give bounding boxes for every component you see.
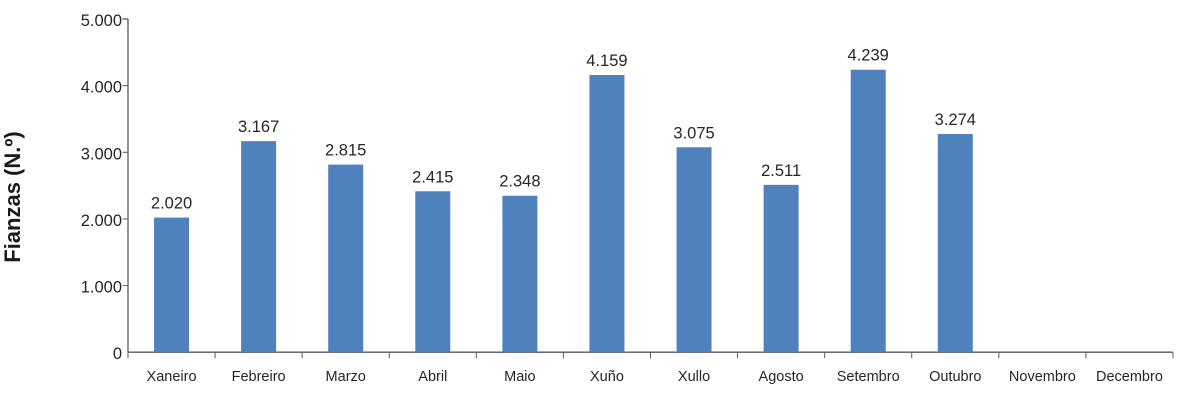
svg-text:2.348: 2.348 <box>499 173 540 191</box>
svg-text:2.415: 2.415 <box>412 168 453 186</box>
svg-text:2.020: 2.020 <box>151 195 192 213</box>
svg-text:1.000: 1.000 <box>81 279 122 297</box>
svg-text:4.000: 4.000 <box>81 79 122 97</box>
svg-text:0: 0 <box>113 345 122 363</box>
svg-text:Xullo: Xullo <box>678 369 710 385</box>
svg-text:Abril: Abril <box>418 369 447 385</box>
svg-text:3.274: 3.274 <box>935 111 976 129</box>
svg-text:Maio: Maio <box>504 369 535 385</box>
svg-text:Xaneiro: Xaneiro <box>147 369 197 385</box>
svg-text:Novembro: Novembro <box>1009 369 1076 385</box>
svg-text:2.815: 2.815 <box>325 142 366 160</box>
svg-text:Decembro: Decembro <box>1096 369 1163 385</box>
svg-text:3.000: 3.000 <box>81 145 122 163</box>
svg-text:2.511: 2.511 <box>761 162 801 180</box>
svg-text:3.167: 3.167 <box>238 118 279 136</box>
svg-text:Agosto: Agosto <box>759 369 804 385</box>
svg-text:3.075: 3.075 <box>673 124 714 142</box>
svg-text:5.000: 5.000 <box>81 12 122 30</box>
svg-text:4.239: 4.239 <box>848 47 889 65</box>
svg-text:Outubro: Outubro <box>929 369 981 385</box>
svg-text:2.000: 2.000 <box>81 212 122 230</box>
svg-text:4.159: 4.159 <box>586 52 627 70</box>
svg-text:Setembro: Setembro <box>837 369 900 385</box>
svg-text:Febreiro: Febreiro <box>232 369 286 385</box>
svg-text:Fianzas (N.º): Fianzas (N.º) <box>0 131 25 263</box>
svg-text:Xuño: Xuño <box>590 369 624 385</box>
svg-text:Marzo: Marzo <box>326 369 366 385</box>
